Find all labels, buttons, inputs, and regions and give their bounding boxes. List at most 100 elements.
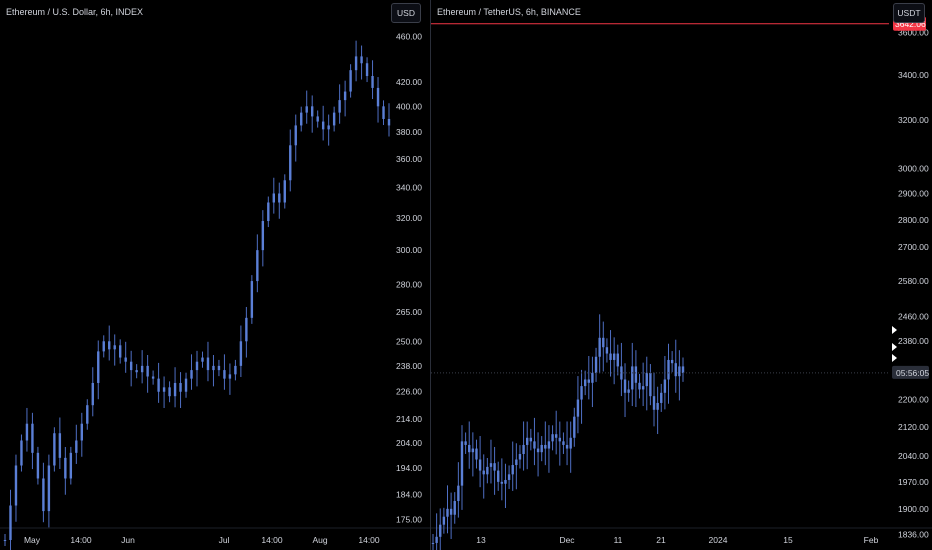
- candle-body: [108, 341, 111, 350]
- chart-pane-eth-usd[interactable]: 460.00 420.00 400.00 380.00 360.00 340.00 320.…: [0, 0, 431, 550]
- candle-body: [146, 365, 149, 377]
- candle-body: [652, 396, 656, 410]
- candle-body: [321, 121, 325, 130]
- candle-body: [135, 370, 138, 373]
- candle-body: [457, 485, 460, 502]
- candle-body: [42, 478, 45, 512]
- candle-body: [332, 112, 336, 126]
- candle-body: [638, 382, 641, 390]
- candle-body: [645, 372, 648, 387]
- candle-body: [616, 353, 619, 367]
- y-tick-label: 3000.00: [898, 163, 929, 173]
- candle-body: [228, 374, 232, 379]
- candle-body: [533, 441, 536, 449]
- y-tick-label: 360.00: [396, 154, 422, 164]
- candle-body: [544, 444, 547, 449]
- candle-body: [460, 441, 464, 486]
- candle-body: [25, 423, 29, 441]
- x-tick-label: 13: [476, 535, 486, 545]
- y-tick-label: 2200.00: [898, 395, 929, 405]
- candle-body: [283, 180, 286, 203]
- y-tick-label: 2900.00: [898, 189, 929, 199]
- x-tick-label: Feb: [864, 535, 879, 545]
- candle-body: [536, 448, 540, 453]
- currency-button-left[interactable]: USD: [391, 3, 421, 23]
- candle-body: [511, 465, 514, 475]
- candle-body: [641, 386, 645, 390]
- candle-body: [431, 542, 435, 544]
- candle-body: [179, 382, 182, 392]
- candle-body: [129, 361, 133, 371]
- candle-body: [256, 250, 259, 282]
- candle-body: [522, 444, 525, 455]
- candle-body: [565, 444, 569, 449]
- countdown-tag: [892, 365, 929, 379]
- candle-body: [493, 463, 496, 471]
- candle-body: [551, 434, 554, 442]
- candle-body: [360, 56, 363, 64]
- candle-body: [20, 440, 23, 466]
- y-tick-label: 400.00: [396, 101, 422, 111]
- candle-body: [300, 112, 303, 126]
- candle-body: [97, 351, 100, 383]
- y-tick-label: 2120.00: [898, 422, 929, 432]
- candle-body: [365, 63, 369, 77]
- candle-body: [195, 361, 199, 371]
- candle-body: [478, 459, 482, 471]
- candle-body: [591, 372, 594, 383]
- chart-pane-eth-usdt[interactable]: 3600.00 3400.00 3200.00 3000.00 2900.00 2800.…: [431, 0, 932, 550]
- y-tick-label: 420.00: [396, 77, 422, 87]
- candle-body: [594, 356, 598, 373]
- y-tick-label: 300.00: [396, 245, 422, 255]
- candle-body: [305, 106, 308, 113]
- candle-body: [267, 202, 270, 222]
- candle-body: [294, 125, 297, 146]
- candle-body: [674, 363, 677, 377]
- candle-body: [349, 70, 352, 92]
- candle-body: [656, 402, 659, 410]
- candle-body: [482, 470, 485, 475]
- y-tick-label: 2460.00: [898, 311, 929, 321]
- candle-body: [554, 434, 558, 438]
- candle-body: [471, 448, 475, 453]
- candle-body: [223, 370, 226, 379]
- candle-body: [102, 341, 105, 352]
- currency-button-right[interactable]: USDT: [893, 3, 925, 23]
- candle-body: [261, 221, 265, 251]
- x-tick-label: May: [24, 535, 41, 545]
- candle-body: [547, 441, 551, 449]
- candle-body: [239, 341, 243, 366]
- x-tick-label: Jun: [121, 535, 135, 545]
- alert-price-label: 3642.06: [895, 19, 926, 29]
- candle-body: [497, 470, 500, 482]
- candle-body: [609, 353, 612, 360]
- x-tick-label: 14:00: [358, 535, 380, 545]
- candle-body: [3, 540, 7, 541]
- y-tick-label: 320.00: [396, 213, 422, 223]
- scale-marker-icon[interactable]: [892, 354, 897, 362]
- y-tick-label: 3200.00: [898, 115, 929, 125]
- candle-body: [250, 281, 254, 318]
- candle-body: [587, 379, 590, 383]
- candle-body: [289, 145, 292, 181]
- eth-usdt-chart[interactable]: 3600.00 3400.00 3200.00 3000.00 2900.00 2800.…: [431, 0, 932, 550]
- candle-body: [620, 366, 623, 380]
- candle-body: [140, 365, 144, 373]
- candle-body: [371, 76, 374, 88]
- candle-body: [157, 378, 160, 392]
- candle-body: [69, 452, 73, 479]
- y-tick-label: 3600.00: [898, 27, 929, 37]
- candle-body: [124, 357, 127, 362]
- eth-usd-chart[interactable]: 460.00 420.00 400.00 380.00 360.00 340.00 320.…: [0, 0, 430, 550]
- symbol-title-right: Ethereum / TetherUS, 6h, BINANCE: [437, 7, 581, 17]
- scale-marker-icon[interactable]: [892, 343, 897, 351]
- x-tick-label: Aug: [312, 535, 327, 545]
- candle-body: [47, 465, 51, 512]
- candle-body: [663, 379, 667, 393]
- x-tick-label: Dec: [559, 535, 575, 545]
- candle-body: [151, 376, 155, 379]
- candle-body: [670, 359, 674, 364]
- candle-body: [190, 370, 193, 379]
- scale-marker-icon[interactable]: [892, 326, 897, 334]
- candle-body: [9, 505, 12, 540]
